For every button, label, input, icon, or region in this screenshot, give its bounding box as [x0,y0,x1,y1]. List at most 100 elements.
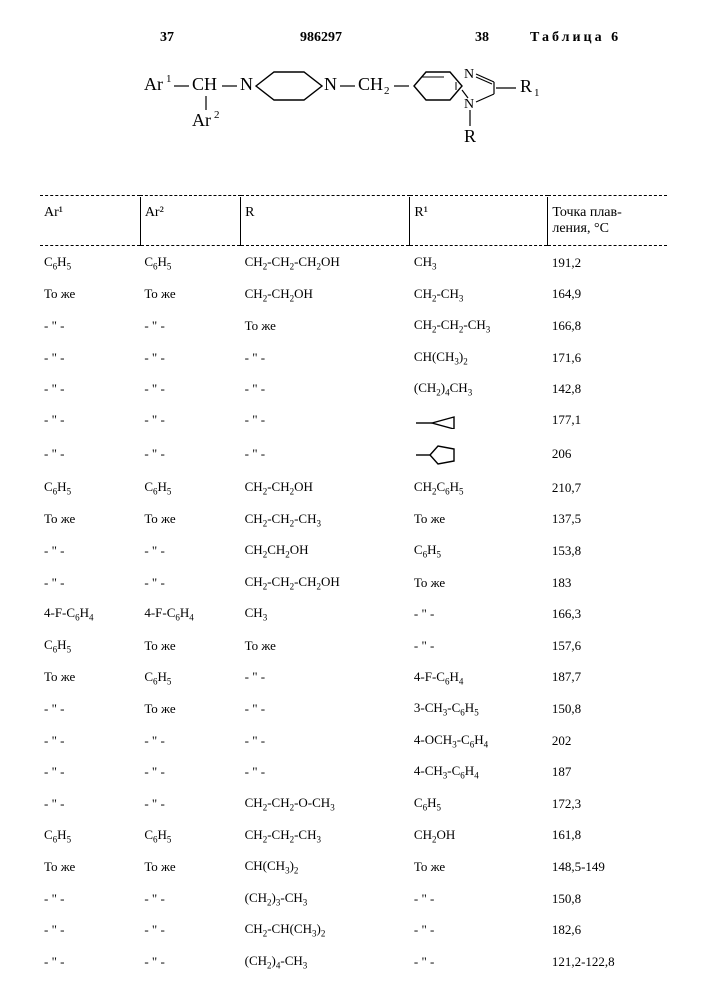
table-row: - " -- " -- " -4-OCH3-C6H4202 [40,725,667,757]
table-row: То жеТо жеCH2-CH2-CH3То же137,5 [40,504,667,536]
col-header-r1: R¹ [410,197,548,246]
cell-r: (CH2)4-CH3 [241,946,410,978]
svg-text:2: 2 [214,109,220,121]
cell-ar1: - " - [40,373,140,405]
cell-ar2: - " - [140,946,240,978]
svg-text:N: N [464,67,474,82]
cell-ar2: - " - [140,883,240,915]
cell-mp: 153,8 [548,535,667,567]
svg-text:R: R [464,126,476,146]
cell-r: (CH2)3-CH3 [241,883,410,915]
table-row: - " -- " -- " -177,1 [40,405,667,436]
cell-r1: 3-CH3-C6H5 [410,693,548,725]
cell-r1: - " - [410,630,548,662]
cell-r: То же [241,630,410,662]
cell-r: CH2-CH2-O-CH3 [241,788,410,820]
cell-ar1: - " - [40,788,140,820]
cell-r: CH2-CH(CH3)2 [241,914,410,946]
svg-text:CH: CH [192,74,217,94]
cell-mp: 137,5 [548,504,667,536]
table-row: - " -- " -CH2CH2OHC6H5153,8 [40,535,667,567]
cell-ar2: - " - [140,310,240,342]
table-row: - " -- " -- " -4-CH3-C6H4187 [40,756,667,788]
table-body: C6H5C6H5CH2-CH2-CH2OHCH3191,2То жеТо жеC… [40,247,667,977]
cell-r1 [410,436,548,472]
table-row: - " -- " -(CH2)3-CH3- " -150,8 [40,883,667,915]
cell-r: CH3 [241,598,410,630]
cell-mp: 182,6 [548,914,667,946]
cell-ar1: C6H5 [40,247,140,279]
cell-mp: 166,3 [548,598,667,630]
cell-ar1: - " - [40,693,140,725]
cell-r1: То же [410,504,548,536]
cell-ar1: - " - [40,725,140,757]
cell-r1: - " - [410,914,548,946]
document-number: 986297 [300,30,342,46]
cell-r1: То же [410,851,548,883]
cell-mp: 142,8 [548,373,667,405]
svg-text:Ar: Ar [192,110,211,130]
cell-ar2: То же [140,504,240,536]
svg-text:1: 1 [534,87,540,99]
table-row: - " -- " -То жеCH2-CH2-CH3166,8 [40,310,667,342]
cell-mp: 191,2 [548,247,667,279]
table-row: 4-F-C6H44-F-C6H4CH3- " -166,3 [40,598,667,630]
table-row: C6H5C6H5CH2-CH2-CH3CH2OH161,8 [40,820,667,852]
cell-mp: 121,2-122,8 [548,946,667,978]
cell-ar1: 4-F-C6H4 [40,598,140,630]
svg-text:CH: CH [358,74,383,94]
cell-ar2: То же [140,851,240,883]
cell-ar2: C6H5 [140,247,240,279]
cell-ar1: - " - [40,756,140,788]
cell-r1: CH3 [410,247,548,279]
svg-text:R: R [520,76,532,96]
cell-r: - " - [241,436,410,472]
cell-ar1: C6H5 [40,820,140,852]
cell-r: CH2CH2OH [241,535,410,567]
cell-ar2: То же [140,693,240,725]
cell-ar1: - " - [40,883,140,915]
table-row: - " -- " -CH2-CH2-O-CH3C6H5172,3 [40,788,667,820]
cell-ar1: - " - [40,567,140,599]
col-header-mp: Точка плав- ления, °С [548,197,667,246]
cell-r1: CH2-CH2-CH3 [410,310,548,342]
table-row: C6H5То жеТо же- " -157,6 [40,630,667,662]
cell-mp: 164,9 [548,279,667,311]
cell-ar2: - " - [140,725,240,757]
cell-r: CH2-CH2-CH3 [241,504,410,536]
cell-r: - " - [241,693,410,725]
cell-ar1: C6H5 [40,630,140,662]
table-row: C6H5C6H5CH2-CH2-CH2OHCH3191,2 [40,247,667,279]
cell-mp: 210,7 [548,472,667,504]
cell-ar1: - " - [40,535,140,567]
cell-ar2: C6H5 [140,662,240,694]
cell-r: - " - [241,373,410,405]
svg-text:Ar: Ar [144,74,163,94]
cell-r: CH2-CH2-CH3 [241,820,410,852]
cell-r: - " - [241,342,410,374]
cell-r: CH2-CH2-CH2OH [241,247,410,279]
table-label: Таблица 6 [530,30,621,46]
cell-r1: - " - [410,946,548,978]
cell-r1: C6H5 [410,535,548,567]
chemical-formula: Ar 1 CH N Ar 2 N CH 2 N N R 1 R [40,60,667,175]
cell-r: - " - [241,405,410,436]
cell-ar1: - " - [40,342,140,374]
cell-r: - " - [241,725,410,757]
data-table-wrap: Ar¹ Ar² R R¹ Точка плав- ления, °С C6H5C… [40,195,667,977]
cell-ar2: То же [140,630,240,662]
cell-ar1: То же [40,662,140,694]
table-row: C6H5C6H5CH2-CH2OHCH2C6H5210,7 [40,472,667,504]
page-number-left: 37 [160,30,174,46]
cell-ar2: - " - [140,405,240,436]
cell-r1: - " - [410,598,548,630]
table-row: То жеТо жеCH(CH3)2То же148,5-149 [40,851,667,883]
cell-r1: - " - [410,883,548,915]
table-row: - " -- " -CH2-CH2-CH2OHТо же183 [40,567,667,599]
cell-ar1: То же [40,504,140,536]
table-row: - " -- " -- " -(CH2)4CH3142,8 [40,373,667,405]
cell-r: - " - [241,662,410,694]
cell-ar1: - " - [40,310,140,342]
cell-r: CH(CH3)2 [241,851,410,883]
cell-mp: 166,8 [548,310,667,342]
